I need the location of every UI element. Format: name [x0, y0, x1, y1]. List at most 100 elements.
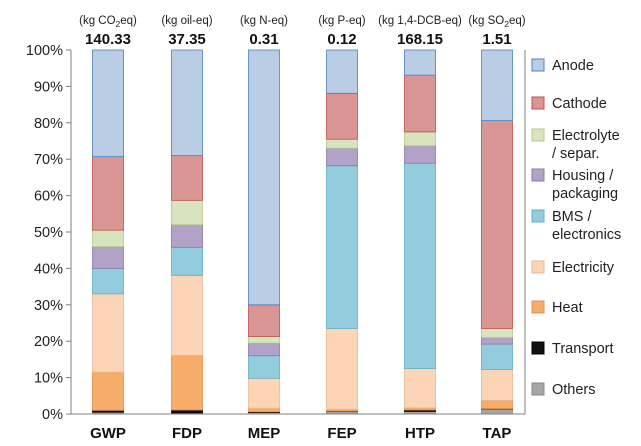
legend-item-transport: Transport — [531, 341, 614, 357]
bar-stack-fdp — [171, 49, 203, 415]
legend-swatch — [531, 168, 545, 182]
total-label-fep: 0.12 — [327, 31, 356, 48]
legend-label: Housing / — [552, 168, 614, 184]
legend-label: Transport — [552, 341, 614, 357]
y-tick-label: 20% — [34, 334, 63, 350]
y-tick-label: 0% — [42, 407, 63, 423]
bar-segment-fep-anode — [326, 49, 358, 94]
y-tick-label: 70% — [34, 152, 63, 168]
legend-label: Cathode — [552, 96, 607, 112]
bar-segment-tap-heat — [481, 400, 513, 409]
bar-stack-htp — [404, 49, 436, 415]
bar-stack-mep — [248, 49, 280, 415]
legend-item-anode: Anode — [531, 58, 594, 74]
bar-segment-gwp-electricity — [92, 293, 124, 373]
x-tick-label-fdp: FDP — [172, 425, 202, 442]
bar-segment-gwp-cathode — [92, 156, 124, 231]
x-tick-label-mep: MEP — [248, 425, 281, 442]
bar-segment-mep-electrolyte-separ — [248, 336, 280, 344]
bar-segment-gwp-electrolyte-separ — [92, 229, 124, 247]
bar-segment-fdp-electricity — [171, 274, 203, 356]
y-tick-label: 100% — [26, 43, 63, 59]
category-units: (kg CO2eq) (kg oil-eq) (kg N-eq) (kg P-eq) (… — [79, 15, 526, 29]
legend-label: Others — [552, 382, 596, 398]
bar-segment-tap-cathode — [481, 120, 513, 329]
legend-item-heat: Heat — [531, 300, 583, 316]
bar-segment-fep-bms-electronics — [326, 165, 358, 329]
y-tick-label: 40% — [34, 261, 63, 277]
bar-segment-fep-electricity — [326, 328, 358, 410]
x-axis: GWP FDP MEP FEP HTP TAP — [90, 425, 511, 442]
y-tick-label: 50% — [34, 225, 63, 241]
bar-segment-fdp-anode — [171, 49, 203, 156]
bar-segment-tap-bms-electronics — [481, 343, 513, 370]
y-axis: 0% 10% 20% 30% 40% 50% 60% 70% 80% 90% 100% — [26, 43, 71, 423]
legend-label: Electricity — [552, 260, 615, 276]
unit-label-fep: (kg P-eq) — [318, 15, 365, 27]
bar-segment-fep-housing-packaging — [326, 147, 358, 167]
bar-segment-mep-housing-packaging — [248, 342, 280, 357]
legend-item-electricity: Electricity — [531, 260, 615, 276]
bar-stack-gwp — [92, 49, 124, 415]
y-tick-label: 60% — [34, 189, 63, 205]
unit-label-tap: (kg SO2eq) — [468, 15, 525, 29]
total-label-htp: 168.15 — [397, 31, 443, 48]
bar-segment-tap-others — [481, 408, 513, 415]
bar-segment-fep-cathode — [326, 92, 358, 140]
bar-segment-mep-cathode — [248, 304, 280, 337]
bar-segment-gwp-anode — [92, 49, 124, 158]
unit-label-gwp: (kg CO2eq) — [79, 15, 137, 29]
legend-swatch — [531, 300, 545, 314]
legend-item-bms-electronics: BMS / electronics — [531, 209, 621, 243]
x-tick-label-fep: FEP — [327, 425, 356, 442]
total-label-fdp: 37.35 — [168, 31, 206, 48]
legend-swatch — [531, 260, 545, 274]
bar-segment-fdp-housing-packaging — [171, 224, 203, 248]
bar-segment-mep-heat — [248, 407, 280, 413]
x-tick-label-gwp: GWP — [90, 425, 126, 442]
legend-item-electrolyte-separ: Electrolyte / separ. — [531, 128, 620, 162]
bar-segment-tap-housing-packaging — [481, 337, 513, 345]
legend-label: BMS / — [552, 209, 592, 225]
bar-segment-tap-electricity — [481, 369, 513, 401]
bar-segment-fep-electrolyte-separ — [326, 138, 358, 149]
legend-swatch — [531, 96, 545, 110]
bar-stack-tap — [481, 49, 513, 415]
x-tick-label-tap: TAP — [483, 425, 512, 442]
y-tick-label: 90% — [34, 79, 63, 95]
axis-lines — [70, 50, 526, 415]
y-tick-label: 30% — [34, 298, 63, 314]
legend-item-others: Others — [531, 382, 596, 398]
legend-label: electronics — [552, 227, 621, 243]
legend-item-cathode: Cathode — [531, 96, 607, 112]
total-label-tap: 1.51 — [482, 31, 511, 48]
legend-swatch — [531, 58, 545, 72]
x-tick-label-htp: HTP — [405, 425, 435, 442]
bar-segment-htp-electricity — [404, 368, 436, 409]
bar-segment-fdp-cathode — [171, 155, 203, 201]
total-label-mep: 0.31 — [249, 31, 278, 48]
legend-label: packaging — [552, 186, 618, 202]
legend-label: / separ. — [552, 146, 600, 162]
bar-segment-gwp-bms-electronics — [92, 267, 124, 295]
legend-swatch — [531, 209, 545, 223]
bars — [92, 49, 513, 415]
legend-swatch — [531, 382, 545, 396]
legend-swatch — [531, 341, 545, 355]
legend-swatch — [531, 128, 545, 142]
bar-segment-fdp-electrolyte-separ — [171, 199, 203, 226]
bar-segment-mep-electricity — [248, 377, 280, 409]
bar-segment-htp-anode — [404, 49, 436, 76]
total-label-gwp: 140.33 — [85, 31, 131, 48]
bar-segment-fdp-bms-electronics — [171, 246, 203, 276]
bar-segment-gwp-heat — [92, 371, 124, 411]
bar-segment-tap-anode — [481, 49, 513, 122]
bar-segment-fdp-transport — [171, 409, 203, 414]
bar-segment-htp-electrolyte-separ — [404, 131, 436, 147]
legend-label: Electrolyte — [552, 128, 620, 144]
legend-label: Anode — [552, 58, 594, 74]
bar-stack-fep — [326, 49, 358, 415]
bar-segment-htp-cathode — [404, 74, 436, 133]
bar-segment-mep-anode — [248, 49, 280, 306]
